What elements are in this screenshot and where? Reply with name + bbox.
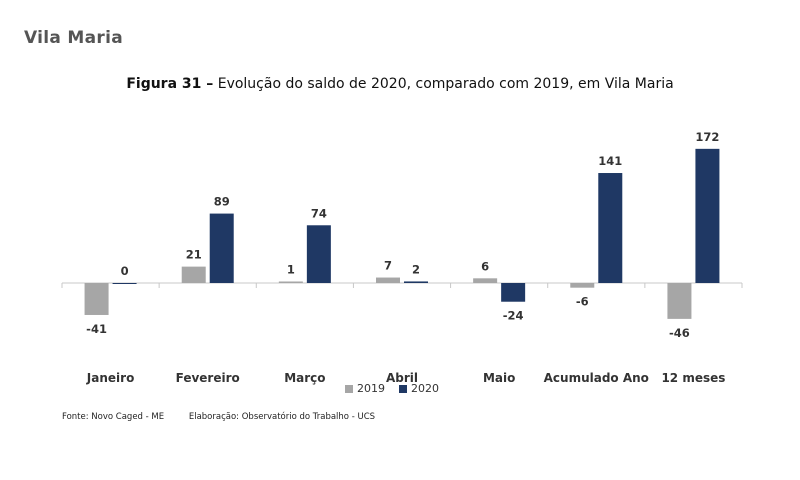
bar-2019-2 [278,281,303,283]
legend-item-2019: 2019 [345,382,385,395]
data-label-2019-2: 1 [287,263,295,277]
legend-swatch-2019 [345,384,353,393]
bar-2020-3 [404,281,428,283]
data-label-2019-4: 6 [481,259,489,273]
section-title: Vila Maria [24,28,123,48]
category-label-3: Abril [386,371,418,385]
figure-caption: Evolução do saldo de 2020, comparado com… [217,76,674,92]
bar-2019-0 [84,283,109,315]
data-label-2020-2: 74 [311,206,327,220]
legend-swatch-2020 [399,384,407,393]
category-label-4: Maio [483,371,515,385]
chart-legend: 2019 2020 [345,382,453,395]
category-label-5: Acumulado Ano [544,371,649,385]
bar-2019-5 [570,283,595,288]
data-label-2019-1: 21 [186,248,202,262]
data-label-2020-6: 172 [695,130,719,144]
source-text: Fonte: Novo Caged - ME [62,412,165,422]
bar-2020-5 [598,173,623,283]
source-note: Fonte: Novo Caged - ME Elaboração: Obser… [62,412,375,422]
data-label-2019-0: -41 [86,322,107,336]
data-label-2019-6: -46 [669,326,690,340]
bar-2020-1 [209,213,234,283]
data-label-2019-3: 7 [384,259,392,273]
data-label-2020-3: 2 [412,262,420,276]
data-label-2020-4: -24 [503,309,524,323]
category-label-1: Fevereiro [176,371,240,385]
figure-label: Figura 31 – [126,76,214,92]
category-label-2: Março [284,371,325,385]
figure-title: Figura 31 – Evolução do saldo de 2020, c… [0,76,800,92]
elaboration-text: Elaboração: Observatório do Trabalho - U… [188,412,376,422]
bar-2020-0 [112,283,137,284]
category-label-0: Janeiro [86,371,135,385]
bar-2019-3 [376,277,400,283]
legend-label-2020: 2020 [411,382,439,395]
data-label-2020-5: 141 [598,154,622,168]
data-label-2020-1: 89 [214,195,230,209]
bar-2020-4 [501,283,526,302]
bar-2019-4 [473,278,498,283]
bar-2019-1 [181,266,206,283]
data-label-2019-5: -6 [576,295,589,309]
data-label-2020-0: 0 [121,264,129,278]
legend-label-2019: 2019 [357,382,385,395]
bar-2020-6 [695,148,720,283]
bar-2020-2 [306,225,331,283]
category-label-6: 12 meses [661,371,725,385]
legend-item-2020: 2020 [399,382,439,395]
bar-2019-6 [667,283,692,319]
